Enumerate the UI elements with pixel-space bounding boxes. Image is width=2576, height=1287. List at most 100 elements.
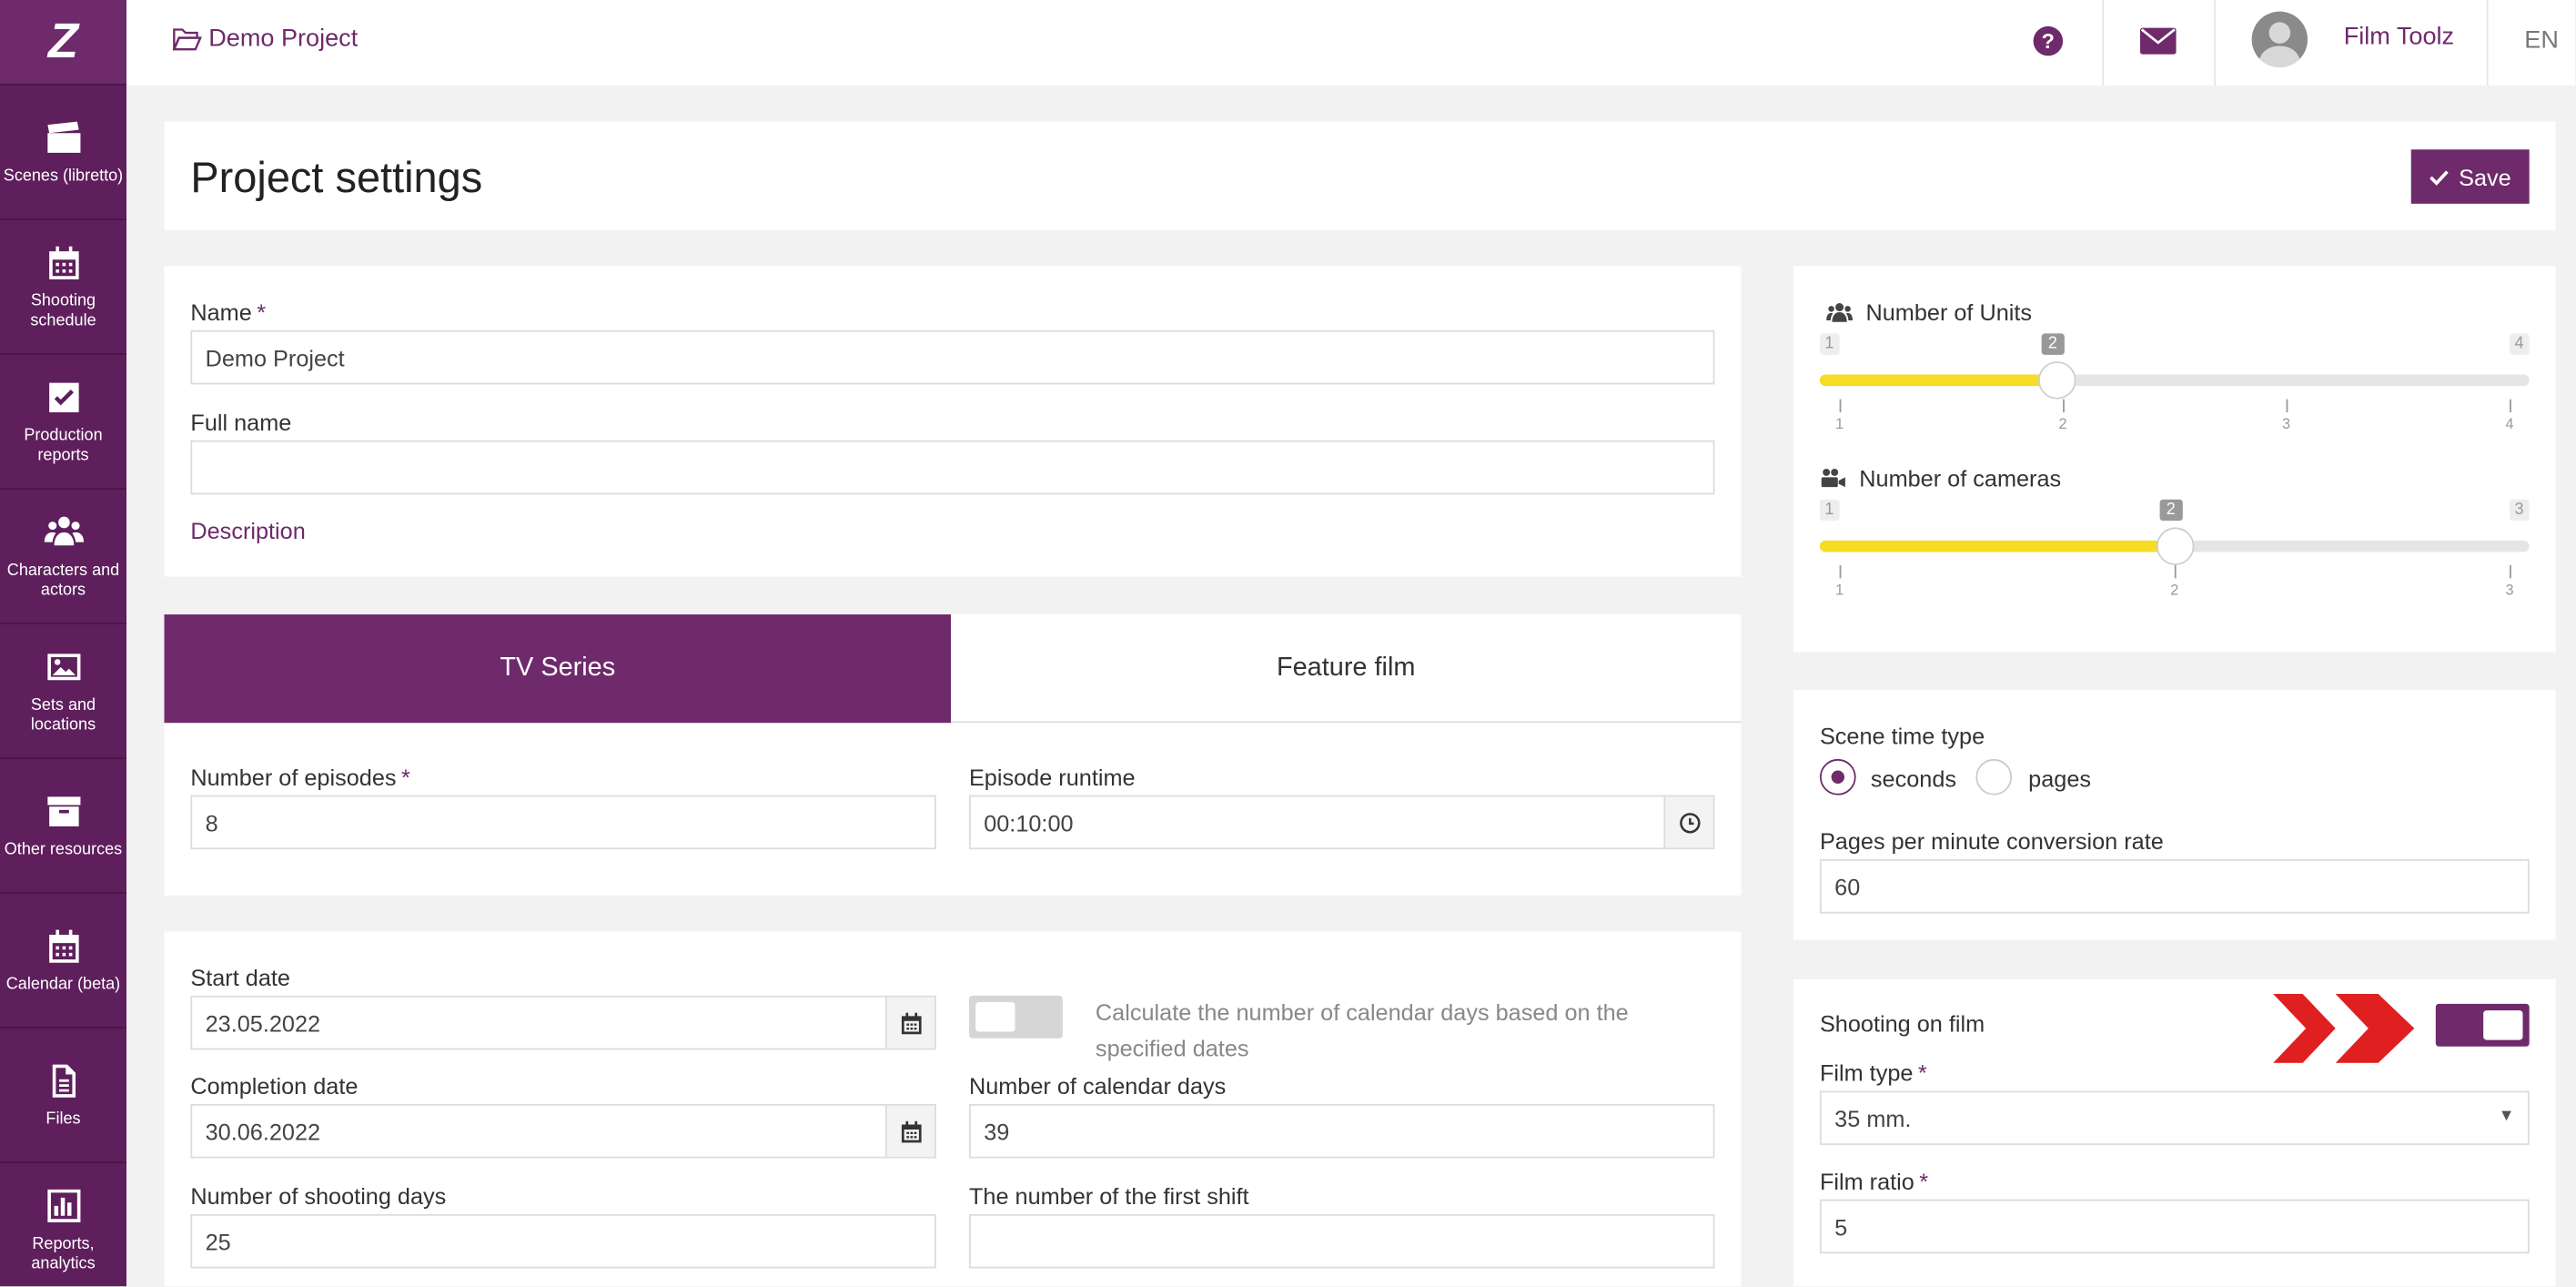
- slider-min-label: 1: [1819, 499, 1839, 522]
- sidebar-item-characters[interactable]: Characters and actors: [0, 490, 126, 624]
- save-button[interactable]: Save: [2410, 149, 2530, 204]
- episodes-input[interactable]: 8: [190, 795, 936, 850]
- calendar-days-value: 39: [984, 1118, 1010, 1145]
- calendar-icon: [901, 1011, 921, 1034]
- first-shift-label: The number of the first shift: [968, 1182, 1249, 1210]
- language-switcher[interactable]: EN: [2524, 25, 2559, 55]
- slider-tick-label: 3: [2505, 581, 2514, 599]
- slider-track: [1819, 374, 2530, 387]
- fullname-input[interactable]: [190, 440, 1715, 495]
- units-title: Number of Units: [1826, 299, 2033, 326]
- slider-min-label: 1: [1819, 333, 1839, 355]
- calendar-days-label: Number of calendar days: [968, 1072, 1227, 1100]
- slider-handle[interactable]: [2038, 361, 2076, 400]
- slider-tick-label: 3: [2282, 415, 2291, 432]
- calendar-days-toggle[interactable]: [968, 995, 1063, 1039]
- ppm-input[interactable]: 60: [1819, 859, 2530, 914]
- radio-seconds-label[interactable]: seconds: [1870, 765, 1957, 793]
- episodes-label: Number of episodes *: [190, 764, 410, 791]
- radio-pages-label[interactable]: pages: [2028, 765, 2092, 793]
- slider-fill: [1819, 540, 2175, 552]
- slider-fill: [1819, 374, 2056, 387]
- shooting-on-film-toggle[interactable]: [2435, 1003, 2530, 1047]
- calendar-days-input[interactable]: 39: [968, 1103, 1715, 1159]
- slider-tick: [2063, 399, 2065, 413]
- film-type-select[interactable]: 35 mm. ▼: [1819, 1090, 2530, 1146]
- toggle-knob: [2483, 1010, 2523, 1040]
- svg-text:?: ?: [2042, 29, 2055, 53]
- sidebar-item-files[interactable]: Files: [0, 1029, 126, 1163]
- avatar[interactable]: [2251, 11, 2308, 68]
- first-shift-input[interactable]: [968, 1213, 1715, 1269]
- radio-seconds[interactable]: [1819, 758, 1856, 796]
- slider-tick-label: 1: [1835, 415, 1844, 432]
- help-icon[interactable]: ?: [2032, 25, 2065, 57]
- topbar-divider: [2214, 0, 2216, 86]
- slider-tick: [2286, 399, 2288, 413]
- film-ratio-input[interactable]: 5: [1819, 1199, 2530, 1254]
- slider-tick: [1839, 564, 1842, 579]
- film-type-value: 35 mm.: [1834, 1104, 1912, 1131]
- logo-text: Z: [47, 14, 79, 68]
- file-icon: [51, 1063, 76, 1097]
- cameras-title-text: Number of cameras: [1859, 464, 2062, 491]
- sidebar-item-shooting-schedule[interactable]: Shooting schedule: [0, 220, 126, 355]
- app-logo[interactable]: Z: [0, 0, 126, 86]
- top-bar: Demo Project ? Film Toolz EN: [126, 0, 2576, 86]
- tab-feature-film[interactable]: Feature film: [951, 614, 1742, 724]
- sidebar-item-reports[interactable]: Reports, analytics: [0, 1163, 126, 1286]
- film-ratio-label: Film ratio *: [1819, 1168, 1929, 1195]
- name-label: Name *: [190, 299, 267, 326]
- calendar-icon: [48, 245, 78, 279]
- sidebar: Z Scenes (libretto) Shooting schedule Pr…: [0, 0, 126, 1287]
- user-name[interactable]: Film Toolz: [2343, 23, 2455, 51]
- project-name: Demo Project: [208, 25, 359, 53]
- sidebar-item-label: Sets and locations: [30, 695, 96, 734]
- sidebar-item-calendar[interactable]: Calendar (beta): [0, 894, 126, 1029]
- slider-tick-label: 1: [1835, 581, 1844, 599]
- radio-pages[interactable]: [1975, 758, 2013, 796]
- project-type-card: TV Series Feature film Number of episode…: [164, 614, 1742, 896]
- start-date-value: 23.05.2022: [205, 1009, 321, 1037]
- film-ratio-value: 5: [1834, 1212, 1848, 1240]
- sidebar-item-production-reports[interactable]: Production reports: [0, 355, 126, 490]
- sidebar-item-other-resources[interactable]: Other resources: [0, 759, 126, 894]
- shooting-days-input[interactable]: 25: [190, 1213, 936, 1269]
- mail-icon[interactable]: [2139, 26, 2177, 56]
- clock-button[interactable]: [1663, 796, 1713, 848]
- topbar-divider: [2102, 0, 2105, 86]
- start-date-label: Start date: [190, 964, 290, 991]
- start-date-input[interactable]: 23.05.2022: [190, 995, 936, 1050]
- slider-handle[interactable]: [2156, 527, 2195, 565]
- checkbox-icon: [48, 381, 78, 412]
- ppm-value: 60: [1834, 873, 1861, 900]
- description-link[interactable]: Description: [190, 517, 306, 544]
- tab-tv-series[interactable]: TV Series: [164, 614, 952, 724]
- completion-date-input[interactable]: 30.06.2022: [190, 1103, 936, 1159]
- clapperboard-icon: [46, 120, 80, 152]
- project-breadcrumb[interactable]: Demo Project: [172, 25, 359, 53]
- shooting-on-film-label: Shooting on film: [1819, 1010, 1985, 1037]
- fullname-label: Full name: [190, 409, 292, 436]
- units-title-text: Number of Units: [1865, 299, 2033, 326]
- dates-card: Start date 23.05.2022 Calculate the numb…: [164, 931, 1742, 1287]
- caret-down-icon: ▼: [2498, 1107, 2515, 1126]
- slider-current-label: 2: [2159, 499, 2183, 522]
- calendar-icon: [901, 1120, 921, 1142]
- units-slider[interactable]: 1 4 2 1 2 3 4: [1793, 266, 2556, 652]
- name-input[interactable]: Demo Project: [190, 329, 1715, 385]
- episodes-value: 8: [205, 808, 218, 836]
- slider-max-label: 4: [2510, 333, 2529, 355]
- check-icon: [2430, 169, 2449, 185]
- sidebar-item-sets[interactable]: Sets and locations: [0, 624, 126, 759]
- people-icon: [43, 515, 84, 545]
- image-icon: [46, 653, 80, 680]
- sidebar-item-scenes[interactable]: Scenes (libretto): [0, 86, 126, 220]
- completion-date-picker-button[interactable]: [884, 1105, 935, 1157]
- sidebar-item-label: Characters and actors: [6, 561, 120, 599]
- start-date-picker-button[interactable]: [884, 997, 935, 1049]
- cameras-slider[interactable]: 1 3 2 1 2 3: [1793, 266, 2556, 652]
- slider-tick: [2174, 564, 2177, 579]
- runtime-input[interactable]: 00:10:00: [968, 795, 1715, 850]
- user-avatar-icon: [2258, 22, 2301, 68]
